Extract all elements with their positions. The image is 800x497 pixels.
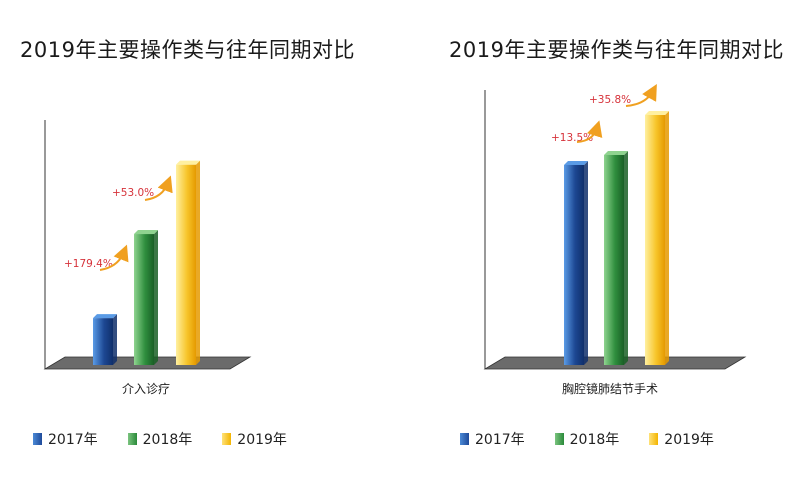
legend-label-2018: 2018年 [142,432,193,448]
bar-2019 [176,160,200,365]
growth-annotation: +35.8% [589,94,631,106]
legend-item-2019: 2019年 [222,429,287,449]
chart-panel-interventional: 2019年主要操作类与往年同期对比 +179.4% +53.0% 介入诊疗 2017… [20,38,355,449]
bar-chart: +13.5% +35.8% 胸腔镜肺结节手术 [483,84,747,396]
legend-swatch-2017 [33,433,42,445]
legend-label-2019: 2019年 [237,432,287,448]
bar-2019 [645,111,669,365]
growth-annotation: +13.5% [551,132,593,144]
legend-item-2018: 2018年 [127,429,193,449]
legend: 2017年 2018年 2019年 [460,429,744,449]
legend: 2017年 2018年 2019年 [33,429,317,449]
category-label: 介入诊疗 [122,382,170,396]
legend-label-2017: 2017年 [475,432,525,448]
legend-swatch-2017 [460,433,469,445]
growth-arrow [576,120,603,143]
category-label: 胸腔镜肺结节手术 [562,381,658,396]
bar-2017 [93,314,117,365]
growth-arrow [144,175,173,201]
bar-chart: +179.4% +53.0% 介入诊疗 [43,120,252,396]
growth-annotation: +179.4% [64,258,113,270]
chart-title: 2019年主要操作类与往年同期对比 [20,38,355,62]
growth-arrow [625,84,657,107]
legend-item-2019: 2019年 [649,429,714,449]
legend-label-2017: 2017年 [48,432,98,448]
legend-item-2018: 2018年 [554,429,620,449]
legend-label-2018: 2018年 [569,432,620,448]
legend-swatch-2019 [649,433,659,445]
growth-arrow [99,244,129,271]
legend-item-2017: 2017年 [33,429,98,449]
legend-label-2019: 2019年 [664,432,714,448]
bar-2018 [134,230,158,365]
bar-2017 [564,161,588,365]
legend-swatch-2018 [554,433,564,445]
legend-swatch-2019 [222,433,232,445]
legend-item-2017: 2017年 [460,429,525,449]
chart-title: 2019年主要操作类与往年同期对比 [449,38,784,62]
legend-swatch-2018 [127,433,137,445]
chart-panel-thoracoscopic: 2019年主要操作类与往年同期对比 +13.5% +35.8% 胸腔镜肺结节手术 2… [400,0,800,497]
growth-annotation: +53.0% [112,187,154,199]
bar-2018 [604,151,628,365]
